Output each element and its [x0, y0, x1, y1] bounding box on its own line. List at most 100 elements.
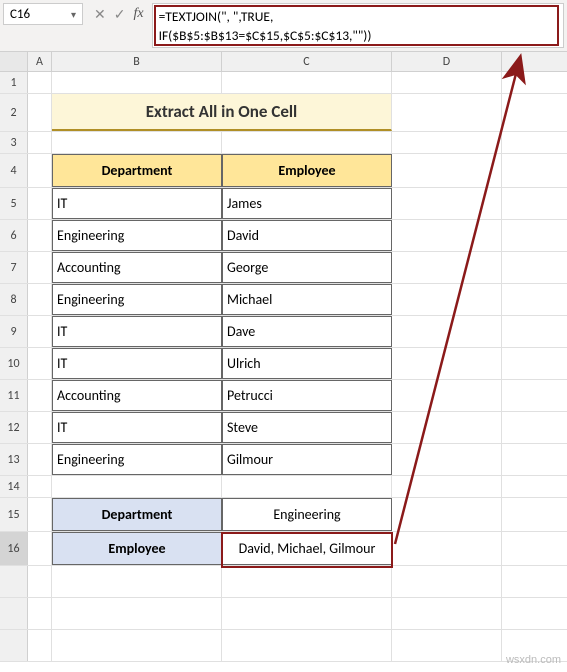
- cell[interactable]: [28, 94, 52, 131]
- cell[interactable]: [28, 132, 52, 153]
- cell[interactable]: [28, 444, 52, 475]
- row-header[interactable]: [0, 630, 28, 661]
- cell[interactable]: [52, 566, 222, 597]
- cell[interactable]: [392, 630, 502, 661]
- cell[interactable]: [222, 598, 392, 629]
- cell[interactable]: [28, 476, 52, 497]
- row-header[interactable]: 1: [0, 72, 28, 93]
- cell[interactable]: [52, 630, 222, 661]
- enter-icon[interactable]: ✓: [114, 6, 126, 23]
- row-header[interactable]: 3: [0, 132, 28, 153]
- cell[interactable]: [392, 284, 502, 315]
- cell-emp[interactable]: Ulrich: [222, 348, 392, 379]
- col-header-c[interactable]: C: [222, 52, 392, 71]
- row-header[interactable]: 5: [0, 188, 28, 219]
- cell[interactable]: [392, 412, 502, 443]
- cell[interactable]: [392, 132, 502, 153]
- cell-emp[interactable]: David: [222, 220, 392, 251]
- col-header-a[interactable]: A: [28, 52, 52, 71]
- cell-emp[interactable]: James: [222, 188, 392, 219]
- cell[interactable]: [28, 252, 52, 283]
- lookup-dept-value[interactable]: Engineering: [222, 498, 392, 531]
- cell[interactable]: [222, 72, 392, 93]
- cell[interactable]: [392, 476, 502, 497]
- col-header-b[interactable]: B: [52, 52, 222, 71]
- row-header[interactable]: 11: [0, 380, 28, 411]
- cell[interactable]: [28, 412, 52, 443]
- cell-dept[interactable]: Accounting: [52, 252, 222, 283]
- lookup-emp-value[interactable]: David, Michael, Gilmour: [222, 532, 392, 565]
- cell-dept[interactable]: IT: [52, 316, 222, 347]
- cell[interactable]: [28, 598, 52, 629]
- cell-emp[interactable]: Steve: [222, 412, 392, 443]
- row-header[interactable]: 7: [0, 252, 28, 283]
- cell[interactable]: [392, 532, 502, 565]
- cell[interactable]: [28, 532, 52, 565]
- row-header[interactable]: 2: [0, 94, 28, 131]
- cell-dept[interactable]: IT: [52, 188, 222, 219]
- cell[interactable]: [392, 154, 502, 187]
- name-box[interactable]: C16 ▾: [3, 3, 83, 25]
- cell-dept[interactable]: IT: [52, 348, 222, 379]
- row-header[interactable]: 9: [0, 316, 28, 347]
- cell[interactable]: [392, 348, 502, 379]
- cell[interactable]: [28, 316, 52, 347]
- cell[interactable]: [28, 154, 52, 187]
- row-header[interactable]: 13: [0, 444, 28, 475]
- cell-emp[interactable]: Petrucci: [222, 380, 392, 411]
- cell[interactable]: [392, 72, 502, 93]
- cell-emp[interactable]: George: [222, 252, 392, 283]
- cell[interactable]: [28, 72, 52, 93]
- col-header-d[interactable]: D: [392, 52, 502, 71]
- cell[interactable]: [392, 498, 502, 531]
- cell[interactable]: [222, 476, 392, 497]
- cell[interactable]: [392, 566, 502, 597]
- name-box-dropdown-icon[interactable]: ▾: [71, 8, 76, 21]
- cell[interactable]: [28, 284, 52, 315]
- row-header[interactable]: 6: [0, 220, 28, 251]
- cell[interactable]: [222, 566, 392, 597]
- cell[interactable]: [392, 598, 502, 629]
- title-cell[interactable]: Extract All in One Cell: [52, 94, 392, 131]
- cell-dept[interactable]: Engineering: [52, 220, 222, 251]
- cell[interactable]: [52, 476, 222, 497]
- row-header[interactable]: 8: [0, 284, 28, 315]
- row-header[interactable]: 15: [0, 498, 28, 531]
- cell[interactable]: [28, 380, 52, 411]
- cell[interactable]: [392, 444, 502, 475]
- select-all-corner[interactable]: [0, 52, 28, 71]
- cell-dept[interactable]: Engineering: [52, 444, 222, 475]
- row-header[interactable]: 10: [0, 348, 28, 379]
- cell[interactable]: [28, 566, 52, 597]
- row-header[interactable]: [0, 598, 28, 629]
- row-header[interactable]: 4: [0, 154, 28, 187]
- cell[interactable]: [28, 188, 52, 219]
- cell[interactable]: [392, 252, 502, 283]
- cell-emp[interactable]: Michael: [222, 284, 392, 315]
- cell-dept[interactable]: Accounting: [52, 380, 222, 411]
- table-header-emp[interactable]: Employee: [222, 154, 392, 187]
- cell-emp[interactable]: Dave: [222, 316, 392, 347]
- cell[interactable]: [28, 348, 52, 379]
- row-header[interactable]: 12: [0, 412, 28, 443]
- cancel-icon[interactable]: ✕: [94, 6, 106, 23]
- row-header[interactable]: [0, 566, 28, 597]
- lookup-dept-label[interactable]: Department: [52, 498, 222, 531]
- formula-input[interactable]: =TEXTJOIN(", ",TRUE, IF($B$5:$B$13=$C$15…: [152, 3, 564, 48]
- cell-dept[interactable]: IT: [52, 412, 222, 443]
- row-header[interactable]: 14: [0, 476, 28, 497]
- cell[interactable]: [28, 220, 52, 251]
- fx-icon[interactable]: fx: [133, 6, 143, 22]
- cell[interactable]: [392, 316, 502, 347]
- cell-emp[interactable]: Gilmour: [222, 444, 392, 475]
- lookup-emp-label[interactable]: Employee: [52, 532, 222, 565]
- cell[interactable]: [28, 498, 52, 531]
- cell[interactable]: [392, 94, 502, 131]
- cell[interactable]: [52, 72, 222, 93]
- cell-dept[interactable]: Engineering: [52, 284, 222, 315]
- cell[interactable]: [52, 598, 222, 629]
- cell[interactable]: [392, 220, 502, 251]
- cell[interactable]: [52, 132, 222, 153]
- cell[interactable]: [222, 630, 392, 661]
- table-header-dept[interactable]: Department: [52, 154, 222, 187]
